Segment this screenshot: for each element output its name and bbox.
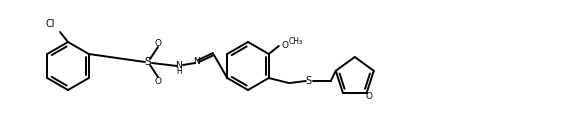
Text: S: S xyxy=(306,76,312,86)
Text: Cl: Cl xyxy=(45,19,55,29)
Text: O: O xyxy=(155,77,161,86)
Text: N: N xyxy=(194,58,200,67)
Text: S: S xyxy=(145,57,151,67)
Text: H: H xyxy=(176,67,182,77)
Text: O: O xyxy=(365,92,372,101)
Text: O: O xyxy=(282,41,289,50)
Text: O: O xyxy=(155,39,161,48)
Text: CH₃: CH₃ xyxy=(289,37,303,46)
Text: N: N xyxy=(175,62,182,70)
